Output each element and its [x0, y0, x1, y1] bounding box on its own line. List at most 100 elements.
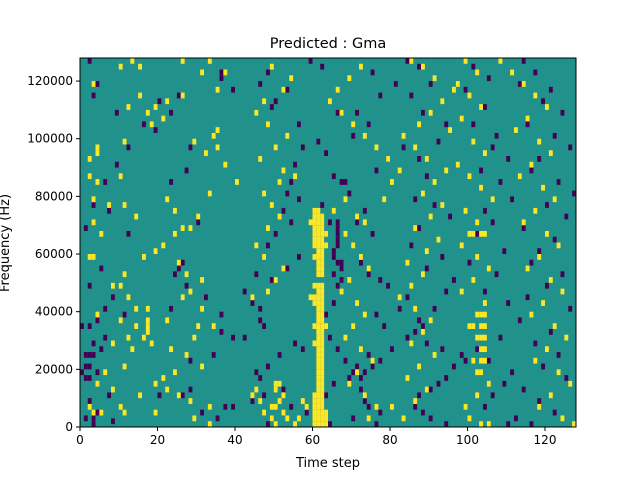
- heatmap-cell-high: [401, 132, 406, 139]
- heatmap-cell-low: [397, 305, 402, 312]
- heatmap-cell-high: [483, 230, 487, 237]
- heatmap-cell-low: [545, 202, 549, 208]
- heatmap-cell-high: [459, 288, 464, 295]
- heatmap-cell-high: [165, 317, 170, 324]
- heatmap-cell-high: [126, 334, 131, 341]
- heatmap-cell-high: [200, 363, 205, 370]
- heatmap-cell-high: [138, 392, 143, 399]
- heatmap-cell-high: [320, 369, 325, 376]
- heatmap-cell-high: [204, 150, 208, 157]
- heatmap-cell-high: [211, 323, 216, 329]
- heatmap-cell-high: [312, 392, 317, 399]
- heatmap-cell-high: [428, 213, 433, 220]
- heatmap-cell-low: [215, 415, 220, 422]
- x-tick-label: 80: [382, 433, 397, 447]
- heatmap-cell-high: [320, 403, 325, 410]
- heatmap-cell-low: [370, 69, 375, 76]
- heatmap-cell-low: [169, 179, 174, 185]
- heatmap-cell-low: [114, 109, 119, 116]
- heatmap-cell-high: [517, 173, 522, 180]
- heatmap-cell-low: [126, 144, 131, 151]
- heatmap-cell-low: [351, 415, 356, 422]
- heatmap-cell-high: [486, 421, 491, 427]
- heatmap-cell-high: [215, 127, 220, 133]
- heatmap-cell-low: [568, 305, 573, 312]
- heatmap-cell-low: [417, 392, 422, 399]
- heatmap-cell-high: [316, 421, 321, 427]
- heatmap-cell-low: [103, 334, 108, 341]
- heatmap-cell-low: [343, 179, 348, 185]
- heatmap-cell-high: [95, 380, 100, 387]
- heatmap-cell-high: [266, 288, 270, 295]
- heatmap-cell-high: [316, 352, 321, 358]
- heatmap-cell-high: [312, 242, 317, 249]
- plot-frame: [79, 57, 577, 428]
- heatmap-cell-high: [297, 415, 301, 422]
- heatmap-cell-high: [312, 230, 317, 237]
- heatmap-cell-high: [134, 305, 139, 312]
- heatmap-cell-low: [99, 346, 104, 353]
- heatmap-cell-high: [262, 409, 267, 416]
- heatmap-cell-low: [417, 225, 422, 231]
- heatmap-cell-high: [324, 230, 329, 237]
- heatmap-cell-low: [328, 421, 332, 427]
- heatmap-cell-low: [258, 317, 263, 324]
- heatmap-cell-high: [215, 144, 220, 151]
- heatmap-cell-low: [521, 386, 526, 393]
- heatmap-cell-low: [490, 392, 495, 399]
- heatmap-cell-high: [118, 282, 123, 289]
- heatmap-cell-high: [320, 219, 325, 226]
- heatmap-cell-high: [374, 403, 379, 410]
- heatmap-cell-high: [320, 352, 325, 358]
- heatmap-cell-low: [382, 323, 387, 329]
- heatmap-cell-high: [312, 236, 317, 243]
- heatmap-cell-high: [176, 392, 181, 399]
- heatmap-cell-high: [324, 421, 329, 427]
- heatmap-cell-low: [541, 363, 546, 370]
- heatmap-cell-high: [316, 271, 321, 278]
- heatmap-cell-low: [444, 288, 449, 295]
- heatmap-cell-high: [556, 369, 561, 376]
- heatmap-cell-low: [533, 340, 538, 347]
- heatmap-cell-high: [463, 58, 468, 64]
- heatmap-cell-low: [281, 207, 286, 214]
- heatmap-cell-high: [479, 104, 484, 110]
- heatmap-cell-high: [320, 386, 325, 393]
- heatmap-cell-low: [537, 156, 542, 162]
- heatmap-cell-high: [316, 311, 321, 318]
- heatmap-cell-high: [91, 254, 96, 260]
- heatmap-cell-high: [548, 150, 553, 157]
- heatmap-cell-low: [475, 230, 480, 237]
- heatmap-cell-low: [362, 369, 367, 376]
- heatmap-cell-low: [525, 121, 530, 128]
- heatmap-cell-low: [335, 282, 340, 289]
- heatmap-cell-high: [235, 179, 239, 185]
- heatmap-cell-low: [153, 127, 158, 133]
- heatmap-cell-low: [483, 288, 487, 295]
- heatmap-cell-low: [103, 179, 108, 185]
- heatmap-cell-low: [335, 259, 340, 266]
- heatmap-cell-low: [231, 334, 236, 341]
- heatmap-cell-high: [207, 58, 212, 64]
- heatmap-cell-low: [250, 300, 255, 306]
- heatmap-cell-high: [118, 173, 123, 180]
- heatmap-cell-high: [413, 398, 418, 404]
- heatmap-cell-high: [161, 242, 166, 249]
- heatmap-cell-low: [87, 352, 92, 358]
- heatmap-cell-low: [510, 369, 515, 376]
- heatmap-cell-high: [99, 230, 104, 237]
- heatmap-cell-high: [479, 323, 484, 329]
- heatmap-cell-low: [428, 415, 433, 422]
- heatmap-cell-high: [153, 248, 158, 255]
- heatmap-cell-high: [250, 294, 255, 301]
- heatmap-cell-low: [83, 415, 88, 422]
- heatmap-cell-low: [386, 282, 391, 289]
- heatmap-cell-low: [339, 265, 344, 272]
- heatmap-cell-high: [99, 409, 104, 416]
- heatmap-cell-low: [355, 363, 360, 370]
- heatmap-cell-high: [320, 334, 325, 341]
- heatmap-cell-high: [320, 317, 325, 324]
- heatmap-cell-low: [219, 69, 224, 76]
- heatmap-cell-low: [393, 81, 398, 87]
- heatmap-cell-low: [413, 403, 418, 410]
